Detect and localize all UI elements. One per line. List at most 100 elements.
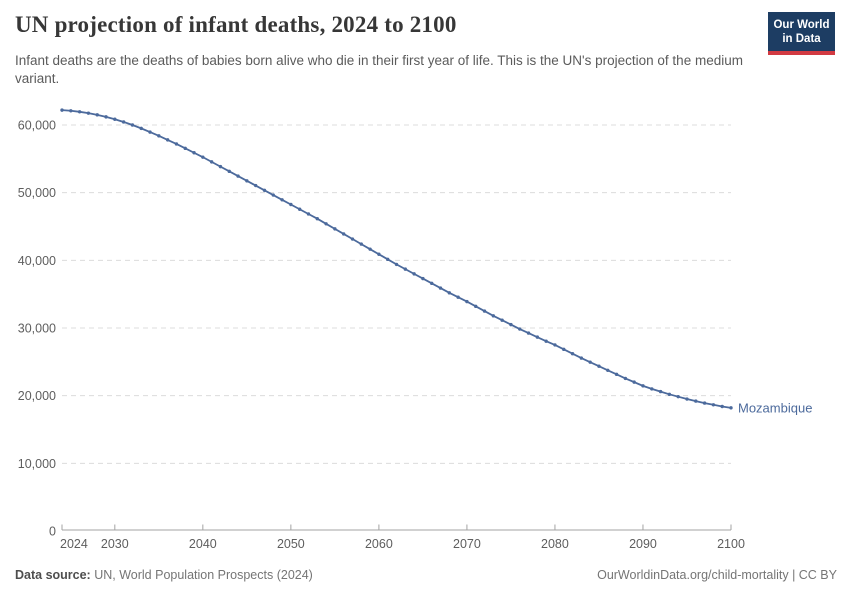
data-point — [720, 404, 724, 409]
x-axis-label: 2024 — [60, 537, 88, 551]
data-point — [623, 376, 628, 381]
data-point — [447, 291, 452, 295]
chart-svg: 0 10,000 20,000 30,000 40,000 50,000 60,000 202… — [18, 108, 812, 551]
x-axis-label: 2050 — [277, 537, 305, 551]
data-point — [403, 267, 408, 271]
data-point — [121, 120, 126, 124]
data-point — [262, 188, 267, 192]
data-point — [385, 257, 390, 262]
data-point — [535, 335, 540, 339]
x-axis-label: 2080 — [541, 537, 569, 551]
data-source: Data source: UN, World Population Prospe… — [15, 568, 313, 582]
data-point — [650, 387, 654, 391]
data-point — [491, 314, 496, 318]
y-axis-label: 40,000 — [18, 254, 56, 268]
data-point — [271, 193, 275, 197]
y-axis-label: 10,000 — [18, 457, 56, 471]
data-point — [421, 276, 425, 281]
data-point — [632, 380, 636, 384]
data-point — [702, 401, 707, 405]
data-point — [377, 252, 381, 256]
data-point — [315, 217, 319, 221]
x-axis-label: 2040 — [189, 537, 217, 551]
data-point — [139, 126, 143, 131]
data-point — [430, 281, 434, 286]
data-point — [306, 212, 311, 216]
data-point — [350, 237, 355, 241]
data-point — [130, 123, 135, 127]
data-point — [412, 272, 416, 276]
data-point — [597, 364, 601, 368]
data-point — [658, 389, 663, 394]
data-point — [218, 164, 223, 169]
data-point — [60, 108, 64, 112]
x-axis-label: 2090 — [629, 537, 657, 551]
data-point — [667, 392, 672, 397]
data-point — [104, 115, 108, 119]
data-point — [465, 299, 469, 304]
data-point — [333, 227, 337, 231]
data-point — [289, 202, 293, 207]
data-point — [694, 399, 698, 403]
data-point — [562, 347, 566, 352]
data-point — [201, 155, 205, 159]
data-point — [113, 117, 117, 121]
data-point — [297, 207, 302, 211]
chart-footer: Data source: UN, World Population Prospe… — [15, 568, 837, 582]
y-axis-label: 60,000 — [18, 119, 56, 133]
data-point — [570, 352, 575, 356]
data-point — [165, 138, 170, 142]
data-point — [253, 183, 258, 188]
data-source-label: Data source: — [15, 568, 91, 582]
data-point — [518, 327, 522, 331]
data-point — [368, 247, 372, 251]
data-point — [711, 403, 716, 407]
owid-logo[interactable]: Our World in Data — [768, 12, 835, 56]
data-point — [77, 110, 82, 114]
data-point — [359, 242, 363, 246]
data-point — [394, 262, 399, 267]
data-point — [588, 360, 592, 364]
y-axis-label: 0 — [49, 525, 56, 539]
data-point — [614, 372, 619, 377]
entity-label[interactable]: Mozambique — [738, 400, 812, 415]
data-point — [227, 169, 231, 174]
data-point — [95, 113, 99, 117]
data-point — [174, 142, 179, 146]
data-point — [553, 343, 557, 347]
y-axis-label: 20,000 — [18, 389, 56, 403]
x-axis-label: 2070 — [453, 537, 481, 551]
projection-line — [61, 109, 732, 409]
data-point — [641, 384, 645, 388]
chart-subtitle: Infant deaths are the deaths of babies b… — [15, 53, 743, 86]
data-point — [526, 331, 531, 335]
x-axis-label: 2100 — [717, 537, 745, 551]
data-source-value: UN, World Population Prospects (2024) — [94, 568, 313, 582]
footer-attribution[interactable]: OurWorldinData.org/child-mortality | CC … — [597, 568, 837, 582]
data-point — [245, 179, 249, 183]
logo-line2: in Data — [782, 33, 821, 46]
data-point — [544, 339, 548, 343]
data-point — [183, 146, 187, 151]
data-point — [500, 318, 504, 322]
y-axis-label: 30,000 — [18, 322, 56, 336]
data-point — [69, 109, 73, 113]
data-point — [729, 406, 733, 410]
data-point — [606, 368, 610, 372]
x-axis-label: 2030 — [101, 537, 129, 551]
data-point — [509, 322, 513, 327]
data-point — [474, 304, 478, 309]
data-point — [86, 111, 91, 115]
logo-line1: Our World — [773, 19, 830, 31]
data-point — [676, 394, 680, 399]
data-point — [685, 397, 689, 401]
data-point — [209, 160, 214, 164]
data-point — [157, 134, 161, 138]
data-point — [236, 174, 240, 178]
data-point — [341, 232, 346, 236]
data-point — [456, 295, 460, 299]
data-point — [192, 151, 196, 155]
data-point — [438, 286, 443, 290]
data-point — [324, 222, 328, 226]
